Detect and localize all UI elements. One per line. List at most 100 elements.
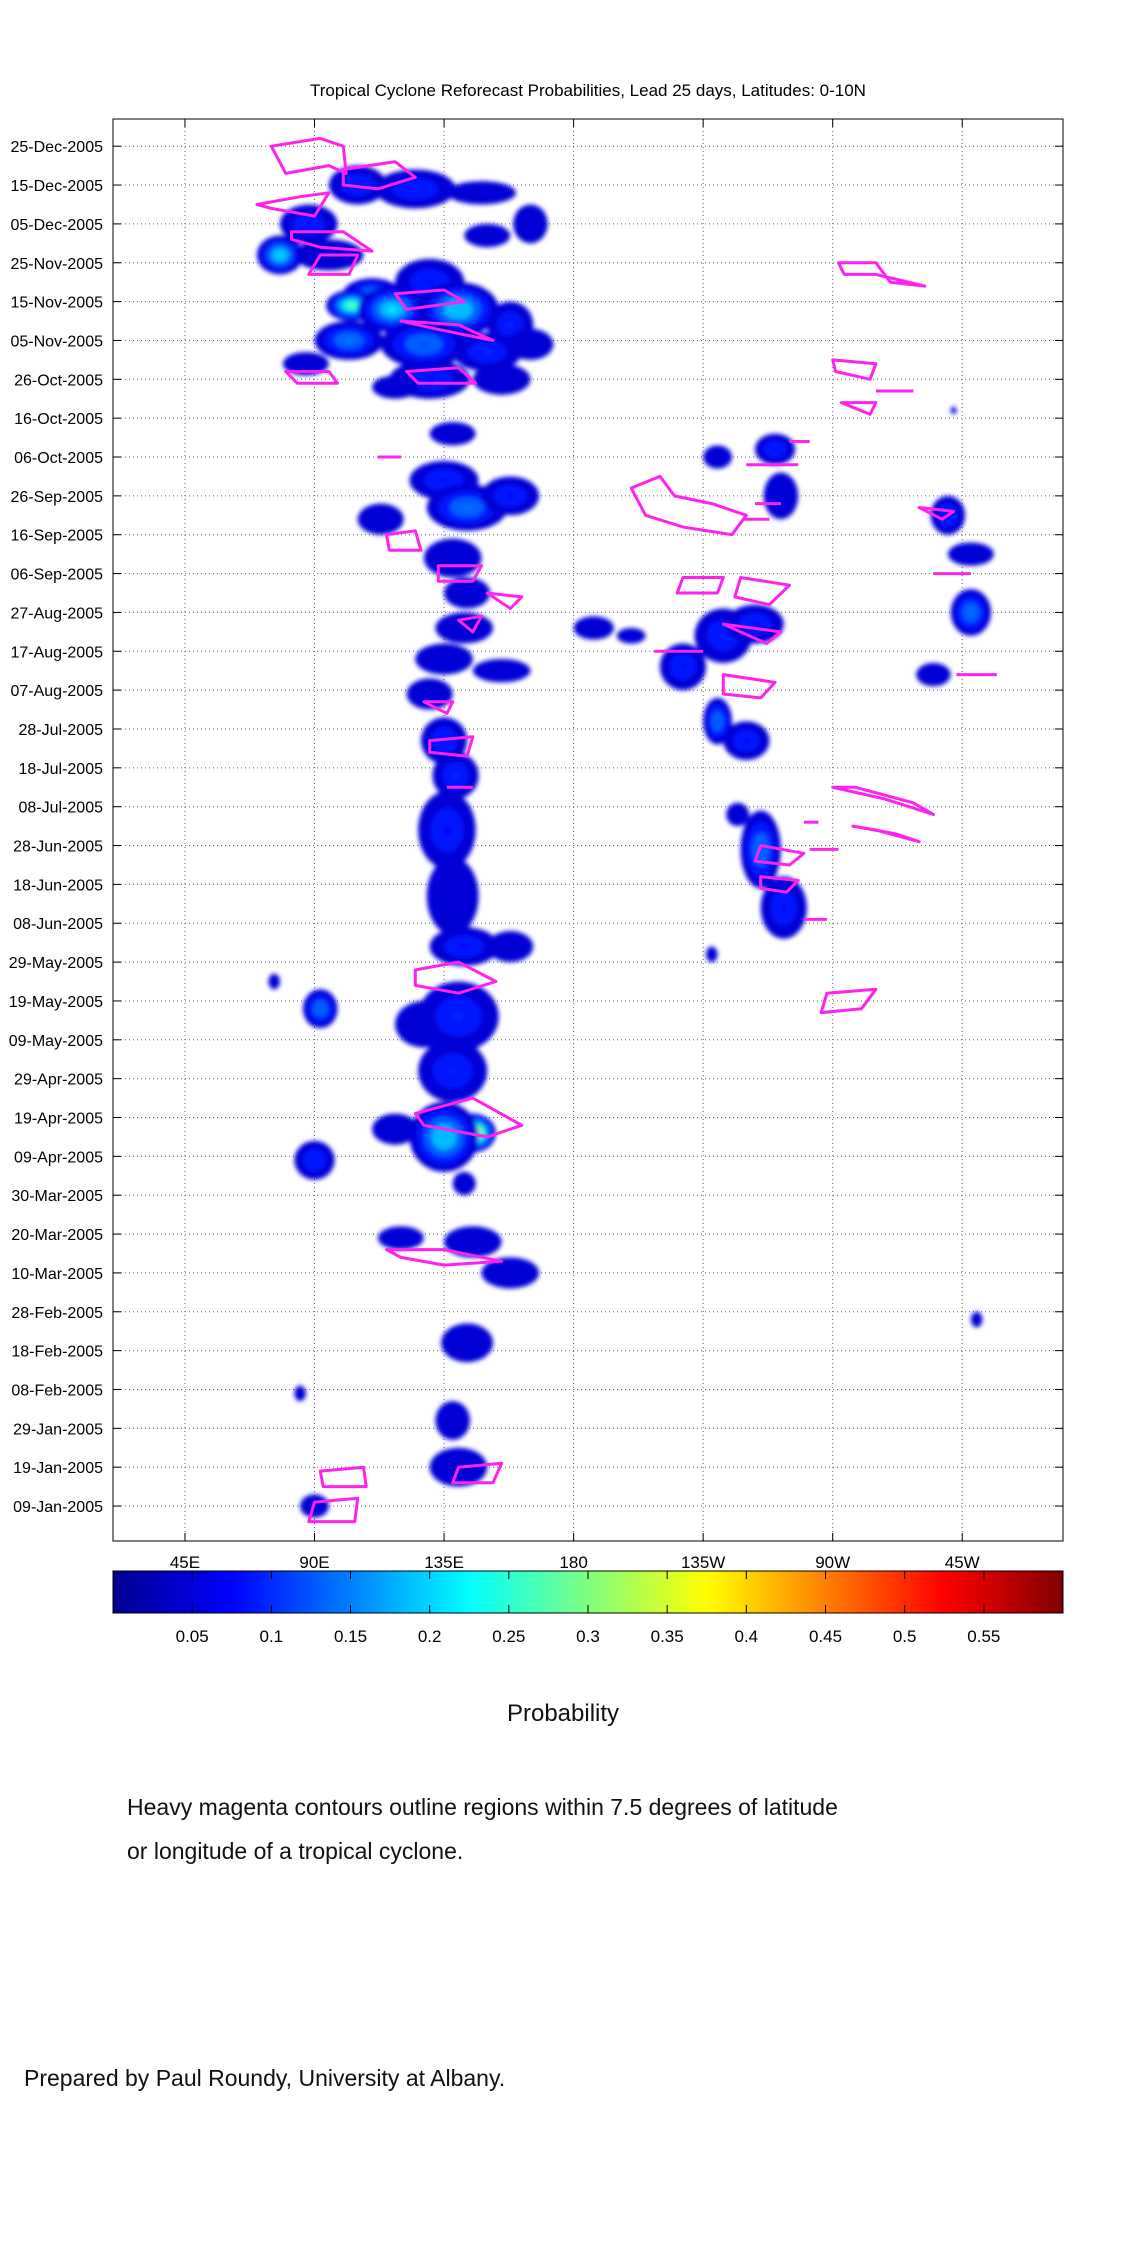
probability-peak <box>498 377 506 382</box>
probability-peak <box>449 555 457 561</box>
probability-blob <box>947 542 994 566</box>
probability-peak <box>452 772 459 779</box>
probability-peak <box>968 609 974 616</box>
probability-blob <box>380 321 468 368</box>
cyclone-contour <box>831 358 878 381</box>
probability-blob <box>472 659 531 683</box>
y-tick-label: 06-Sep-2005 <box>10 567 103 584</box>
cyclone-contour <box>307 1496 360 1524</box>
probability-blob <box>423 538 482 578</box>
probability-blob <box>268 973 280 990</box>
cyclone-contour <box>318 1465 368 1489</box>
probability-peak <box>426 692 433 696</box>
probability-blob <box>703 445 732 469</box>
cyclone-contour <box>733 576 791 607</box>
colorbar-tick-label: 0.5 <box>893 1627 917 1646</box>
probability-peak <box>450 1418 455 1423</box>
probability-peak <box>344 338 354 343</box>
y-tick-label: 16-Oct-2005 <box>14 411 103 428</box>
probability-peak <box>303 362 309 366</box>
probability-peak <box>299 1392 301 1395</box>
y-tick-label: 15-Dec-2005 <box>11 178 104 195</box>
probability-blob <box>418 981 499 1052</box>
y-tick-label: 25-Dec-2005 <box>11 139 104 156</box>
probability-peak <box>975 1318 978 1321</box>
probability-blob <box>487 931 534 963</box>
probability-blob <box>294 1140 335 1180</box>
cyclone-contour <box>675 576 725 595</box>
probability-peak <box>736 813 740 816</box>
y-tick-label: 19-Jan-2005 <box>13 1460 103 1477</box>
y-tick-label: 25-Nov-2005 <box>11 256 104 273</box>
cyclone-contour <box>385 1248 504 1267</box>
probability-peak <box>425 279 434 285</box>
cyclone-contour <box>428 735 475 758</box>
probability-peak <box>506 1271 514 1275</box>
x-tick-label: 45E <box>170 1553 200 1572</box>
probability-blob <box>409 1101 479 1172</box>
y-tick-label: 28-Feb-2005 <box>11 1305 103 1322</box>
probability-peak <box>715 455 720 459</box>
probability-blob <box>372 375 419 399</box>
probability-blob <box>444 577 491 609</box>
probability-blob <box>432 752 479 799</box>
probability-blob <box>418 1039 488 1102</box>
cyclone-contour <box>307 253 360 276</box>
probability-peak <box>453 1012 464 1021</box>
cyclone-contour <box>839 401 878 416</box>
cyclone-contour <box>399 319 495 342</box>
cyclone-contour <box>753 844 806 867</box>
probability-blob <box>507 328 554 360</box>
y-tick-label: 19-Apr-2005 <box>14 1111 103 1128</box>
probability-blob <box>706 946 718 963</box>
cyclone-contour <box>629 474 748 537</box>
probability-blob <box>429 422 476 446</box>
probability-peak <box>377 517 384 522</box>
y-tick-label: 09-May-2005 <box>9 1033 103 1050</box>
probability-peak <box>527 342 534 347</box>
probability-blob <box>444 1226 502 1258</box>
x-tick-label: 135E <box>424 1553 464 1572</box>
colorbar-tick-label: 0.35 <box>651 1627 684 1646</box>
colorbar-tick-label: 0.3 <box>576 1627 600 1646</box>
y-tick-label: 29-May-2005 <box>9 955 103 972</box>
cyclone-contour <box>385 529 423 552</box>
cyclone-contour <box>290 230 374 253</box>
colorbar-label: Probability <box>506 1700 620 1727</box>
probability-peak <box>398 1236 404 1240</box>
probability-peak <box>483 349 492 355</box>
probability-blob <box>513 204 548 244</box>
probability-peak <box>680 664 686 670</box>
cyclone-contour <box>721 622 783 645</box>
probability-blob <box>377 1226 424 1250</box>
cyclone-contours <box>255 136 997 1524</box>
y-tick-label: 17-Aug-2005 <box>10 644 103 661</box>
x-tick-label: 90W <box>815 1553 850 1572</box>
probability-peak <box>507 944 514 949</box>
y-tick-label: 16-Sep-2005 <box>10 528 103 545</box>
chart-title: Tropical Cyclone Reforecast Probabilitie… <box>310 81 866 100</box>
probability-blob <box>616 627 646 644</box>
cyclone-contour <box>341 160 417 191</box>
y-tick-label: 18-Feb-2005 <box>11 1344 103 1361</box>
y-tick-label: 08-Jun-2005 <box>13 916 103 933</box>
y-tick-label: 30-Mar-2005 <box>11 1188 103 1205</box>
colorbar-tick-label: 0.4 <box>735 1627 759 1646</box>
probability-peak <box>477 191 486 195</box>
cyclone-contour <box>917 506 956 521</box>
probability-blob <box>950 406 957 415</box>
y-tick-label: 07-Aug-2005 <box>10 683 103 700</box>
probability-peak <box>507 322 514 328</box>
y-tick-label: 29-Jan-2005 <box>13 1421 103 1438</box>
probability-peak <box>453 306 464 313</box>
probability-peak <box>931 673 936 676</box>
probability-peak <box>484 234 491 237</box>
probability-peak <box>462 1182 466 1185</box>
probability-peak <box>449 891 456 901</box>
probability-blob <box>452 332 522 372</box>
probability-blob <box>703 697 732 745</box>
x-tick-label: 180 <box>559 1553 587 1572</box>
probability-blob <box>754 433 796 465</box>
probability-blob <box>763 472 799 520</box>
colorbar-tick-label: 0.1 <box>260 1627 284 1646</box>
